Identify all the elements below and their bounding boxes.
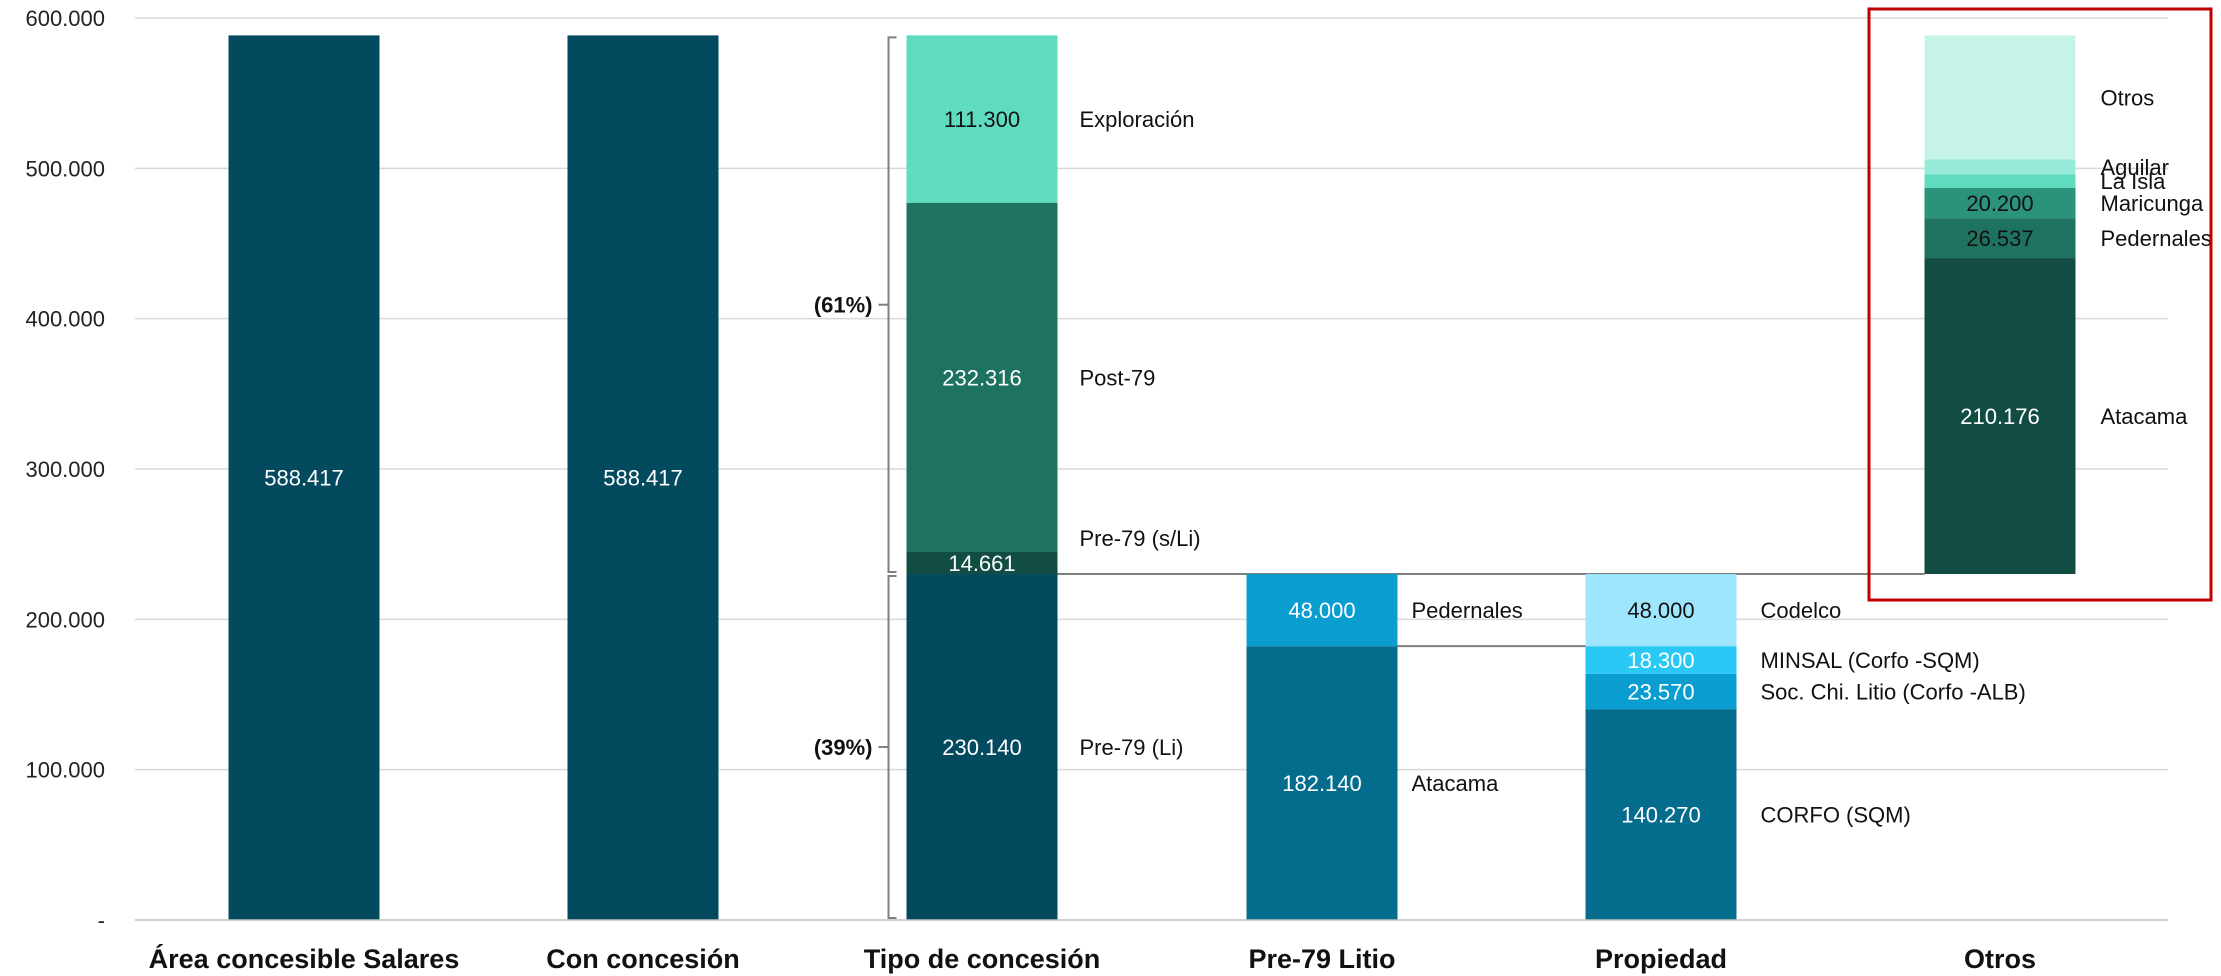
segment-name-label: Pedernales (2101, 226, 2212, 251)
segment-name-label: Exploración (1080, 107, 1195, 132)
segment-name-label: Pre-79 (s/Li) (1080, 526, 1201, 551)
bar-segment (1924, 187, 2076, 219)
y-tick-label: 600.000 (25, 6, 105, 31)
bar-segment (906, 202, 1058, 552)
bar-segment (1246, 646, 1398, 920)
bracket (887, 36, 897, 574)
bar-segment (1924, 258, 2076, 575)
bracket (887, 575, 897, 919)
bar-segment (1585, 574, 1737, 647)
labels: 588.417 588.417 230.140 Pre-79 (Li) 14.661 Pr… (264, 7, 2213, 828)
segment-name-label: Soc. Chi. Litio (Corfo -ALB) (1761, 679, 2026, 704)
bar-segment (228, 35, 380, 921)
data-label: 210.176 (1960, 404, 2040, 429)
bar-segment (1924, 159, 2076, 175)
bar-segment (906, 574, 1058, 920)
y-tick-label: - (98, 908, 105, 933)
category-label: Propiedad (1595, 944, 1727, 974)
bar-segment (906, 551, 1058, 575)
segment-name-label: Otros (2101, 85, 2155, 110)
segment-name-label: Pedernales (1412, 598, 1523, 623)
data-label: 232.316 (942, 365, 1022, 390)
segment-name-label: Maricunga (2101, 191, 2204, 216)
segment-name-label: La Isla (2101, 169, 2167, 194)
bar-segment (1924, 35, 2076, 160)
bar-segment (1585, 646, 1737, 674)
data-label: 26.537 (1966, 226, 2033, 251)
highlight-box (1867, 7, 2213, 602)
bar-segment (1246, 574, 1398, 647)
data-label: 48.000 (1627, 598, 1694, 623)
segment-name-label: Atacama (2101, 404, 2189, 429)
category-label: Tipo de concesión (864, 944, 1101, 974)
category-label: Otros (1964, 944, 2036, 974)
category-label: Área concesible Salares (149, 943, 460, 974)
segment-name-label: Codelco (1761, 598, 1842, 623)
data-label: 20.200 (1966, 191, 2033, 216)
x-axis: Área concesible Salares Con concesión Tipo… (135, 919, 2168, 974)
data-label: 140.270 (1621, 803, 1701, 828)
grid-layer (135, 17, 2168, 771)
bracket-percent-label: (39%) (814, 735, 873, 760)
segment-name-label: Aguilar (2101, 155, 2169, 180)
data-label: 14.661 (948, 551, 1015, 576)
y-tick-label: 100.000 (25, 758, 105, 783)
connector-lines (878, 36, 1925, 919)
bars (228, 35, 2076, 921)
y-tick-label: 500.000 (25, 156, 105, 181)
y-tick-label: 400.000 (25, 307, 105, 332)
category-label: Con concesión (546, 944, 740, 974)
data-label: 18.300 (1627, 648, 1694, 673)
category-label: Pre-79 Litio (1248, 944, 1395, 974)
bar-segment (1924, 174, 2076, 188)
y-tick-label: 200.000 (25, 607, 105, 632)
bar-segment (567, 35, 719, 921)
data-label: 588.417 (264, 466, 344, 491)
bar-segment (906, 35, 1058, 203)
bar-segment (1585, 709, 1737, 920)
data-label: 23.570 (1627, 679, 1694, 704)
data-label: 48.000 (1288, 598, 1355, 623)
bar-segment (1924, 218, 2076, 259)
data-label: 588.417 (603, 466, 683, 491)
segment-name-label: Atacama (1412, 771, 1500, 796)
y-axis-ticks: - 100.000 200.000 300.000 400.000 500.000 600.… (25, 6, 105, 933)
data-label: 111.300 (944, 107, 1020, 132)
segment-name-label: CORFO (SQM) (1761, 803, 1911, 828)
data-label: 182.140 (1282, 771, 1362, 796)
bar-segment (1585, 673, 1737, 710)
data-label: 230.140 (942, 735, 1022, 760)
bracket-percent-label: (61%) (814, 293, 873, 318)
segment-name-label: MINSAL (Corfo -SQM) (1761, 648, 1980, 673)
y-tick-label: 300.000 (25, 457, 105, 482)
segment-name-label: Pre-79 (Li) (1080, 735, 1184, 760)
segment-name-label: Post-79 (1080, 365, 1156, 390)
